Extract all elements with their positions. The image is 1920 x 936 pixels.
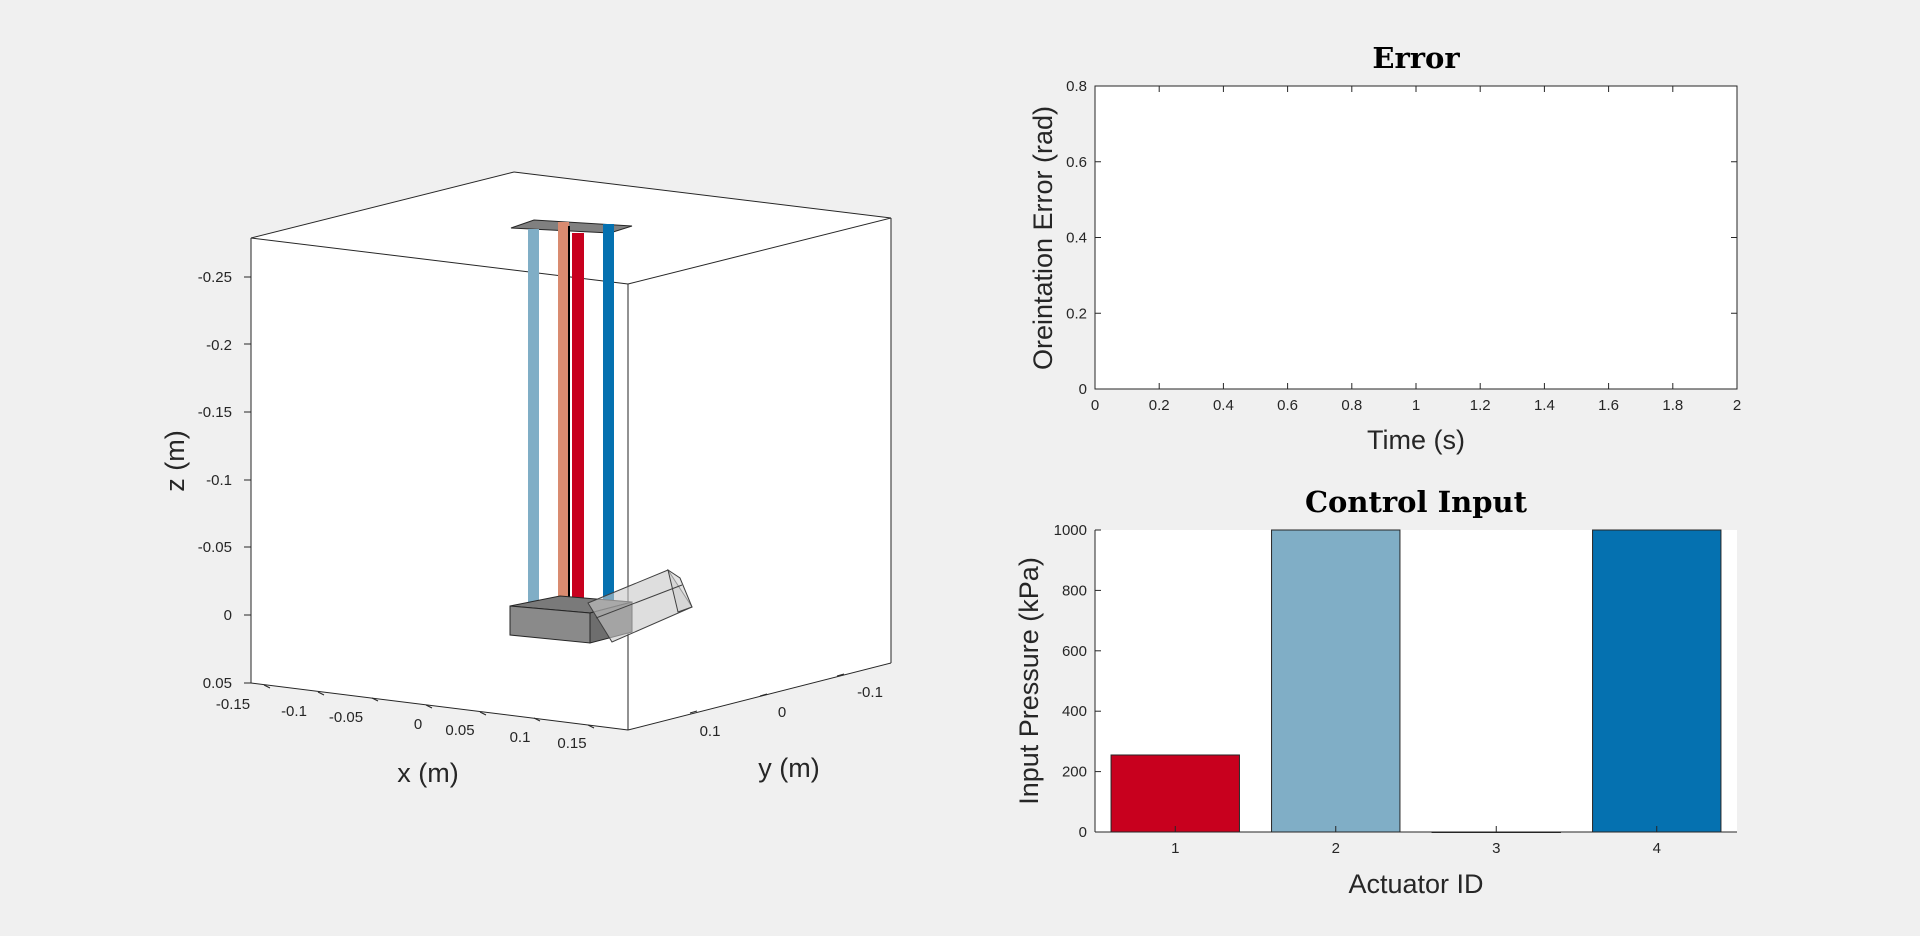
- error-y-tick-label: 0: [1079, 381, 1087, 398]
- error-x-tick-label: 0.4: [1213, 397, 1234, 414]
- scene-right-face: [628, 218, 891, 730]
- error-title: Error: [1372, 41, 1460, 75]
- control-x-tick-label: 1: [1171, 840, 1179, 857]
- x-tick-label: 0.05: [445, 722, 474, 739]
- bar-actuator-4[interactable]: [1592, 529, 1722, 833]
- control-x-tick-label: 2: [1332, 840, 1340, 857]
- x-tick-marks: [263, 684, 595, 729]
- actuator-3-tube: [558, 222, 569, 607]
- z-axis-label: z (m): [160, 430, 190, 491]
- y-tick-label: 0.1: [700, 723, 721, 740]
- x-tick-label: 0.15: [557, 735, 586, 752]
- z-tick-label: 0.05: [203, 675, 232, 692]
- control-y-tick-label: 600: [1062, 643, 1087, 660]
- y-tick-label: 0: [778, 704, 786, 721]
- z-tick-label: -0.15: [198, 404, 232, 421]
- control-y-axis-label: Input Pressure (kPa): [1014, 557, 1044, 805]
- error-x-tick-label: 0.6: [1277, 397, 1298, 414]
- control-input-title: Control Input: [1305, 485, 1528, 519]
- control-ticks: 1 2 3 4 0 200 400 600 800 1000: [1054, 522, 1737, 857]
- scene-3d-axes[interactable]: -0.25 -0.2 -0.15 -0.1 -0.05 0 0.05 z (m)…: [160, 171, 892, 788]
- control-x-axis-label: Actuator ID: [1348, 869, 1483, 899]
- error-y-tick-label: 0.2: [1066, 305, 1087, 322]
- x-tick-labels: -0.15 -0.1 -0.05 0 0.05 0.1 0.15: [216, 696, 587, 752]
- control-y-tick-label: 200: [1062, 764, 1087, 781]
- error-ticks: 0 0.2 0.4 0.6 0.8 1 1.2 1.4 1.6 1.8 2 0 0.2 0.4 0.6 0.8: [1066, 78, 1741, 414]
- error-y-tick-label: 0.6: [1066, 154, 1087, 171]
- z-tick-label: 0: [224, 607, 232, 624]
- error-x-tick-label: 2: [1733, 397, 1741, 414]
- control-y-tick-label: 400: [1062, 703, 1087, 720]
- x-axis-label: x (m): [397, 758, 458, 788]
- end-effector-edge: [595, 584, 683, 619]
- control-y-tick-label: 800: [1062, 582, 1087, 599]
- error-x-tick-label: 0.8: [1341, 397, 1362, 414]
- error-x-tick-label: 1.4: [1534, 397, 1555, 414]
- z-tick-label: -0.1: [206, 472, 232, 489]
- actuator-4-tube: [603, 224, 614, 604]
- error-x-tick-label: 1.2: [1470, 397, 1491, 414]
- z-tick-label: -0.05: [198, 539, 232, 556]
- error-plot-area: [1094, 85, 1738, 390]
- z-tick-labels: -0.25 -0.2 -0.15 -0.1 -0.05 0 0.05: [198, 269, 232, 692]
- control-x-tick-label: 3: [1492, 840, 1500, 857]
- error-y-axis-label: Oreintation Error (rad): [1028, 106, 1058, 370]
- bar-actuator-2[interactable]: [1271, 529, 1401, 833]
- end-effector-cap: [667, 568, 693, 613]
- scene-left-face: [251, 238, 628, 730]
- control-input-axes[interactable]: Control Input 1 2 3 4 0 200 400 600 800 1000 Actu…: [1014, 485, 1737, 899]
- x-tick-label: -0.1: [281, 703, 307, 720]
- error-x-tick-label: 1: [1412, 397, 1420, 414]
- y-tick-label: -0.1: [857, 684, 883, 701]
- z-tick-label: -0.2: [206, 337, 232, 354]
- z-tick-label: -0.25: [198, 269, 232, 286]
- control-x-tick-label: 4: [1653, 840, 1661, 857]
- actuator-1-tube: [572, 233, 584, 600]
- z-tick-marks: [244, 276, 251, 684]
- error-y-tick-label: 0.4: [1066, 230, 1087, 247]
- control-y-tick-label: 0: [1079, 824, 1087, 841]
- error-x-tick-label: 0: [1091, 397, 1099, 414]
- x-tick-label: -0.15: [216, 696, 250, 713]
- y-tick-labels: -0.1 0 0.1: [700, 684, 883, 740]
- actuator-2-tube: [528, 229, 539, 604]
- error-x-tick-label: 1.6: [1598, 397, 1619, 414]
- error-x-axis-label: Time (s): [1367, 425, 1465, 455]
- y-axis-label: y (m): [758, 753, 819, 783]
- x-tick-label: 0: [414, 716, 422, 733]
- x-tick-label: 0.1: [510, 729, 531, 746]
- error-x-tick-label: 1.8: [1662, 397, 1683, 414]
- top-plate: [510, 219, 633, 234]
- y-tick-marks: [689, 673, 845, 714]
- x-tick-label: -0.05: [329, 709, 363, 726]
- error-y-tick-label: 0.8: [1066, 78, 1087, 95]
- control-y-tick-label: 1000: [1054, 522, 1087, 539]
- bar-actuator-1[interactable]: [1110, 754, 1240, 833]
- error-axes[interactable]: Error 0 0.2 0.4 0.6 0.8 1 1.2 1.4 1.6 1.8 2 0 0.2 0.4…: [1028, 41, 1741, 455]
- error-x-tick-label: 0.2: [1149, 397, 1170, 414]
